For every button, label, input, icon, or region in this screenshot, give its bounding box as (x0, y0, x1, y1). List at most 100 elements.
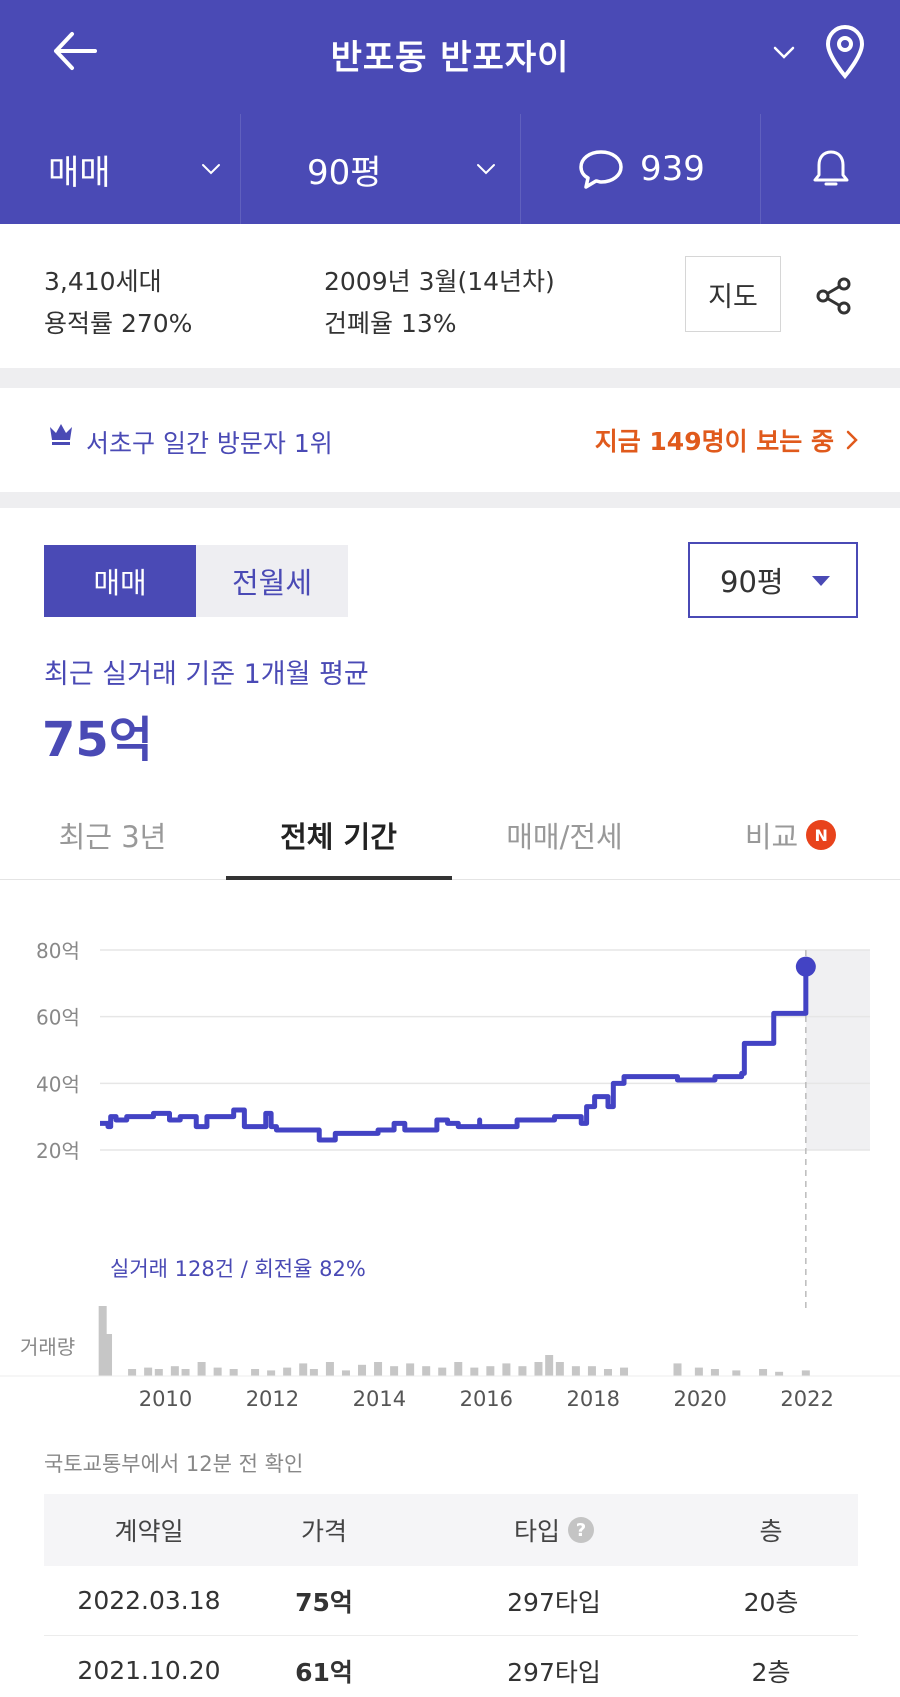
volume-bar (309, 1369, 318, 1376)
col-type-label: 타입 (513, 1517, 560, 1546)
volume-bar (603, 1369, 612, 1376)
x-tick-label: 2018 (567, 1387, 620, 1410)
price-chart[interactable]: 80억 60억 40억 20억 실거래 128건 / 회전율 82% 거래량 2010… (0, 890, 900, 1410)
floor-area-ratio: 용적률 270% (44, 309, 193, 338)
volume-bar (534, 1362, 543, 1376)
size-label: 90평 (307, 152, 382, 193)
segment-sale[interactable]: 매매 (44, 545, 196, 617)
volume-bar (104, 1334, 113, 1376)
trade-summary: 실거래 128건 / 회전율 82% (110, 1257, 366, 1281)
section-divider (0, 368, 900, 388)
chevron-down-icon (202, 164, 220, 175)
volume-bar (620, 1367, 629, 1376)
household-count: 3,410세대 (44, 267, 162, 296)
active-tab-indicator (226, 876, 452, 880)
volume-label: 거래량 (20, 1335, 75, 1359)
volume-bar (759, 1369, 768, 1376)
trade-type-label: 매매 (48, 152, 111, 193)
size-dropdown-value: 90평 (720, 565, 784, 599)
chevron-down-icon[interactable] (770, 38, 798, 66)
trade-type: 297타입 (507, 1587, 601, 1617)
tab-compare-label: 비교 (744, 820, 799, 854)
volume-bar (732, 1370, 741, 1376)
volume-bar (470, 1367, 479, 1376)
volume-bar (518, 1366, 527, 1376)
trade-date: 2022.03.18 (77, 1586, 221, 1615)
volume-bar (283, 1367, 292, 1376)
volume-bar (454, 1362, 463, 1376)
volume-bar (587, 1366, 596, 1376)
volume-bar (545, 1355, 554, 1376)
future-shade (805, 950, 870, 1150)
table-header: 계약일 가격 타입 ? 층 (44, 1494, 858, 1566)
volume-bar (229, 1369, 238, 1376)
volume-bar (555, 1362, 564, 1376)
col-contract-date: 계약일 (114, 1517, 184, 1546)
x-tick-label: 2022 (780, 1387, 833, 1410)
location-pin-icon[interactable] (822, 24, 868, 80)
share-icon[interactable] (814, 276, 854, 316)
trade-type-select[interactable]: 매매 (0, 114, 240, 224)
col-type: 타입 ? (424, 1494, 684, 1566)
comments-button[interactable]: 939 (520, 114, 760, 224)
volume-bar (170, 1366, 179, 1376)
volume-bar (502, 1363, 511, 1376)
building-coverage: 건폐율 13% (324, 309, 457, 338)
volume-bar (358, 1364, 367, 1376)
complex-title[interactable]: 반포동 반포자이 (330, 38, 570, 78)
x-tick-label: 2010 (139, 1387, 192, 1410)
x-tick-label: 2016 (460, 1387, 513, 1410)
volume-bar (710, 1369, 719, 1376)
section-divider (0, 492, 900, 508)
table-row[interactable]: 2021.10.20 61억 297타입 2층 (44, 1636, 858, 1697)
volume-bar (571, 1366, 580, 1376)
y-tick-label: 40억 (36, 1072, 80, 1096)
live-viewers-link[interactable]: 지금 149명이 보는 중 (595, 422, 860, 458)
sub-bar: 매매 90평 939 (0, 114, 900, 224)
trade-floor: 2층 (751, 1657, 791, 1687)
table-row[interactable]: 2022.03.18 75억 297타입 20층 (44, 1566, 858, 1636)
tab-recent-3-years[interactable]: 최근 3년 (58, 820, 167, 854)
y-tick-label: 80억 (36, 939, 80, 963)
segment-rent[interactable]: 전월세 (231, 566, 313, 600)
volume-bar (197, 1362, 206, 1376)
volume-bar (128, 1369, 137, 1376)
size-select[interactable]: 90평 (240, 114, 520, 224)
volume-bar (801, 1370, 810, 1376)
help-icon[interactable]: ? (568, 1517, 594, 1543)
trade-table: 계약일 가격 타입 ? 층 2022.03.18 75억 297타입 20층 2… (44, 1494, 858, 1697)
volume-bar (775, 1371, 784, 1376)
tab-all-period[interactable]: 전체 기간 (280, 820, 397, 854)
live-viewers-text: 지금 149명이 보는 중 (594, 427, 834, 456)
volume-bar (341, 1370, 350, 1376)
alert-button[interactable] (760, 114, 900, 224)
top-bar: 반포동 반포자이 (0, 0, 900, 110)
trade-price: 61억 (295, 1657, 353, 1687)
visitor-rank-text: 서초구 일간 방문자 1위 (86, 429, 333, 458)
comment-count: 939 (640, 149, 705, 189)
volume-bar (299, 1363, 308, 1376)
volume-bar (144, 1367, 153, 1376)
volume-bar (98, 1306, 107, 1376)
period-tabs: 최근 3년 전체 기간 매매/전세 비교 N (0, 790, 900, 880)
trade-price: 75억 (295, 1587, 353, 1617)
col-price: 가격 (300, 1517, 347, 1546)
x-tick-label: 2014 (353, 1387, 406, 1410)
app-header: 반포동 반포자이 매매 90평 939 (0, 0, 900, 224)
back-arrow-icon[interactable] (50, 26, 100, 76)
map-button[interactable]: 지도 (685, 256, 781, 332)
source-note: 국토교통부에서 12분 전 확인 (44, 1452, 304, 1476)
x-tick-label: 2012 (246, 1387, 299, 1410)
latest-price-point[interactable] (795, 956, 816, 977)
volume-bar (390, 1366, 399, 1376)
tab-compare[interactable]: 비교 N (678, 790, 900, 880)
size-dropdown[interactable]: 90평 (688, 542, 858, 618)
y-tick-label: 60억 (36, 1006, 80, 1030)
volume-bar (673, 1363, 682, 1376)
volume-bar (213, 1367, 222, 1376)
volume-bar (486, 1366, 495, 1376)
tab-sale-jeonse[interactable]: 매매/전세 (506, 820, 623, 854)
trade-segment-control: 매매 전월세 (44, 545, 348, 617)
volume-bar (181, 1369, 190, 1376)
new-badge: N (806, 820, 837, 850)
